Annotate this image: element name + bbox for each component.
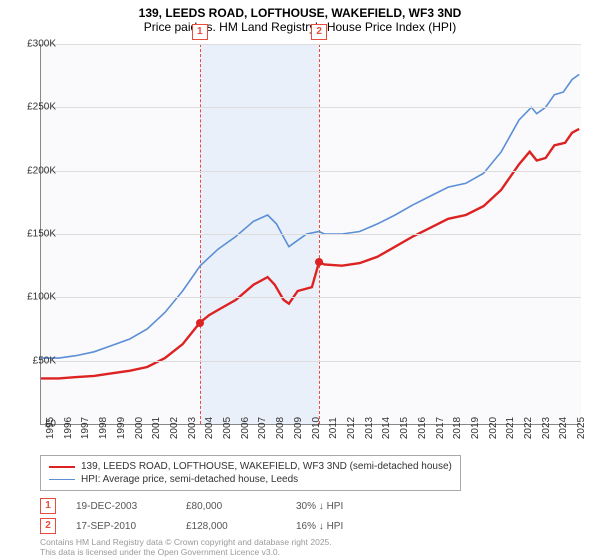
annotation-delta: 16% ↓ HPI: [296, 521, 343, 532]
legend-label: HPI: Average price, semi-detached house,…: [81, 474, 298, 485]
x-axis-label: 2025: [576, 417, 587, 439]
x-axis-label: 2002: [169, 417, 180, 439]
x-axis-label: 2021: [505, 417, 516, 439]
x-axis-label: 1999: [116, 417, 127, 439]
x-axis-label: 2024: [558, 417, 569, 439]
x-axis-label: 2007: [257, 417, 268, 439]
line-hpi: [41, 74, 579, 358]
chart-subtitle: Price paid vs. HM Land Registry's House …: [0, 20, 600, 34]
annotation-price: £80,000: [186, 501, 276, 512]
x-axis-label: 2016: [417, 417, 428, 439]
x-axis-label: 2008: [275, 417, 286, 439]
x-axis-label: 2022: [523, 417, 534, 439]
legend-row: HPI: Average price, semi-detached house,…: [49, 473, 452, 486]
legend-swatch: [49, 479, 75, 480]
y-axis-label: £300K: [27, 39, 56, 50]
grid-line: [41, 107, 581, 108]
x-axis-label: 2013: [364, 417, 375, 439]
legend-label: 139, LEEDS ROAD, LOFTHOUSE, WAKEFIELD, W…: [81, 461, 452, 472]
x-axis-label: 2000: [134, 417, 145, 439]
y-axis-label: £50K: [33, 355, 56, 366]
legend-swatch: [49, 466, 75, 468]
y-axis-label: £200K: [27, 165, 56, 176]
x-axis-label: 2003: [187, 417, 198, 439]
annotation-price: £128,000: [186, 521, 276, 532]
y-axis-label: £150K: [27, 229, 56, 240]
price-point-dot: [315, 258, 323, 266]
y-axis-label: £100K: [27, 292, 56, 303]
x-axis-label: 2012: [346, 417, 357, 439]
annotation-date: 19-DEC-2003: [76, 501, 166, 512]
legend-row: 139, LEEDS ROAD, LOFTHOUSE, WAKEFIELD, W…: [49, 460, 452, 473]
marker-box-2: 2: [311, 24, 327, 40]
y-axis-label: £0: [45, 419, 56, 430]
x-axis-label: 2005: [222, 417, 233, 439]
x-axis-label: 2015: [399, 417, 410, 439]
x-axis-label: 2019: [470, 417, 481, 439]
price-point-dot: [196, 319, 204, 327]
x-axis-label: 2023: [541, 417, 552, 439]
x-axis-label: 2006: [240, 417, 251, 439]
chart-title: 139, LEEDS ROAD, LOFTHOUSE, WAKEFIELD, W…: [0, 6, 600, 20]
x-axis-label: 1997: [80, 417, 91, 439]
annotation-block: 1 19-DEC-2003 £80,000 30% ↓ HPI 2 17-SEP…: [40, 498, 343, 538]
annotation-row: 1 19-DEC-2003 £80,000 30% ↓ HPI: [40, 498, 343, 514]
annotation-marker: 1: [40, 498, 56, 514]
grid-line: [41, 297, 581, 298]
chart-title-block: 139, LEEDS ROAD, LOFTHOUSE, WAKEFIELD, W…: [0, 0, 600, 34]
x-axis-label: 1996: [63, 417, 74, 439]
x-axis-label: 2010: [311, 417, 322, 439]
marker-box-1: 1: [192, 24, 208, 40]
x-axis-label: 2020: [488, 417, 499, 439]
footer-line: This data is licensed under the Open Gov…: [40, 548, 332, 558]
x-axis-label: 2009: [293, 417, 304, 439]
grid-line: [41, 171, 581, 172]
y-axis-label: £250K: [27, 102, 56, 113]
x-axis-label: 1998: [98, 417, 109, 439]
x-axis-label: 2017: [435, 417, 446, 439]
x-axis-label: 2018: [452, 417, 463, 439]
line-price-paid: [41, 129, 579, 379]
annotation-delta: 30% ↓ HPI: [296, 501, 343, 512]
annotation-row: 2 17-SEP-2010 £128,000 16% ↓ HPI: [40, 518, 343, 534]
annotation-date: 17-SEP-2010: [76, 521, 166, 532]
legend: 139, LEEDS ROAD, LOFTHOUSE, WAKEFIELD, W…: [40, 455, 461, 491]
chart-plot-area: 1 2 199519961997199819992000200120022003…: [40, 44, 581, 425]
x-axis-label: 2001: [151, 417, 162, 439]
grid-line: [41, 361, 581, 362]
x-axis-label: 2011: [328, 417, 339, 439]
grid-line: [41, 44, 581, 45]
footer: Contains HM Land Registry data © Crown c…: [40, 538, 332, 558]
grid-line: [41, 234, 581, 235]
x-axis-label: 2004: [204, 417, 215, 439]
annotation-marker: 2: [40, 518, 56, 534]
x-axis-label: 2014: [381, 417, 392, 439]
